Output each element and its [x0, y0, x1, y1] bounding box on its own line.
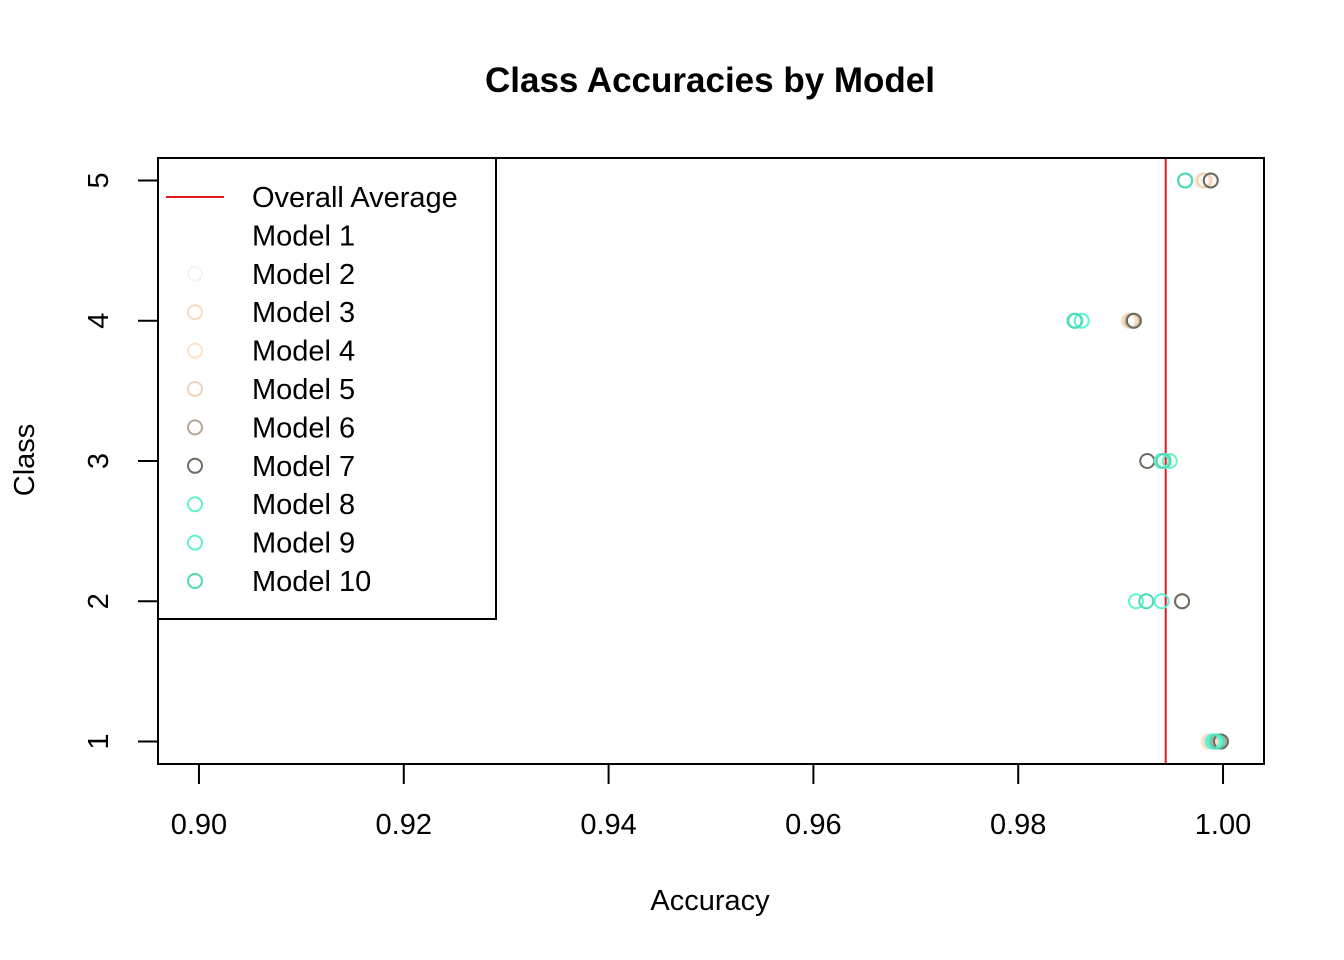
data-point — [1204, 733, 1221, 750]
data-points — [1066, 172, 1229, 750]
x-tick-label: 0.96 — [785, 809, 841, 841]
legend-label: Overall Average — [252, 182, 458, 214]
data-point — [1174, 593, 1191, 610]
legend-marker — [187, 227, 203, 244]
x-axis: 0.90 0.92 0.94 0.96 0.98 1.00 — [171, 763, 1251, 841]
legend-marker — [187, 573, 203, 589]
data-point — [1161, 453, 1178, 469]
y-tick-label: 2 — [83, 593, 115, 609]
data-point — [1125, 312, 1142, 329]
legend-marker — [187, 342, 203, 359]
legend-box — [157, 157, 497, 620]
legend-marker — [187, 496, 203, 513]
data-point — [1208, 733, 1225, 750]
legend-label: Model 2 — [252, 259, 355, 291]
legend: Overall Average Model 1 Model 2 Model 3 Mode… — [157, 157, 497, 620]
legend-marker — [187, 419, 203, 436]
legend-label: Model 6 — [252, 412, 355, 444]
data-point — [1153, 593, 1170, 610]
data-point — [1196, 172, 1213, 189]
x-tick-label: 0.92 — [376, 809, 432, 841]
data-point — [1127, 593, 1144, 610]
legend-marker — [187, 534, 203, 551]
legend-label: Model 8 — [252, 489, 355, 521]
x-tick-label: 0.94 — [580, 809, 636, 841]
y-axis: 1 2 3 4 5 — [83, 172, 159, 750]
legend-marker — [187, 381, 203, 397]
data-point — [1177, 172, 1194, 189]
x-tick-label: 0.90 — [171, 809, 227, 841]
chart-title: Class Accuracies by Model — [485, 61, 935, 100]
legend-marker — [187, 304, 203, 321]
y-tick-label: 1 — [83, 733, 115, 749]
x-axis-title: Accuracy — [650, 885, 770, 917]
x-tick-label: 0.98 — [990, 809, 1046, 841]
data-point — [1073, 312, 1090, 329]
y-tick-label: 3 — [83, 453, 115, 469]
legend-label: Model 7 — [252, 451, 355, 483]
legend-label: Model 5 — [252, 374, 355, 406]
data-point — [1138, 593, 1155, 610]
legend-label: Model 10 — [252, 566, 371, 598]
x-tick-label: 1.00 — [1195, 809, 1251, 841]
y-tick-label: 5 — [83, 172, 115, 188]
data-point — [1155, 453, 1172, 469]
legend-label: Model 9 — [252, 528, 355, 560]
y-tick-label: 4 — [83, 313, 115, 329]
legend-marker — [187, 457, 203, 474]
y-axis-title: Class — [9, 424, 41, 497]
data-point — [1200, 733, 1217, 750]
legend-label: Model 1 — [252, 220, 355, 252]
data-point — [1139, 453, 1156, 469]
data-point — [1202, 172, 1219, 189]
legend-label: Model 4 — [252, 336, 355, 368]
legend-marker — [187, 265, 203, 282]
legend-label: Model 3 — [252, 297, 355, 329]
data-point — [1212, 733, 1229, 750]
data-point — [1066, 312, 1083, 329]
